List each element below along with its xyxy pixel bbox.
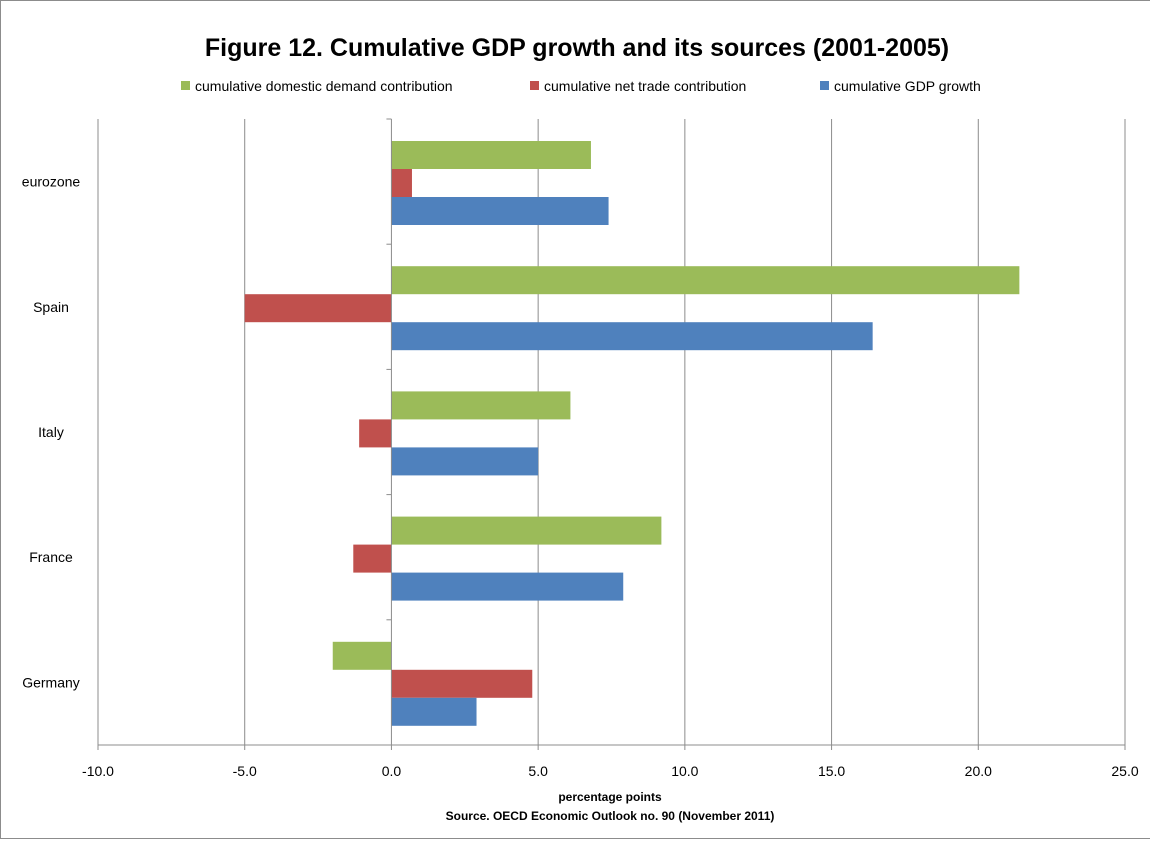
category-label-germany: Germany [22, 674, 80, 690]
bar-spain-series-2 [391, 322, 873, 351]
x-tick-label-3: 5.0 [528, 763, 548, 779]
chart-title: Figure 12. Cumulative GDP growth and its… [205, 34, 949, 62]
bar-italy-series-0 [391, 391, 571, 420]
bar-italy-series-2 [391, 447, 539, 476]
x-tick-label-4: 10.0 [671, 763, 698, 779]
bar-spain-series-1 [244, 294, 392, 323]
bar-eurozone-series-0 [391, 141, 591, 169]
legend-swatch-0 [181, 81, 190, 90]
x-tick-label-5: 15.0 [818, 763, 845, 779]
legend-label-1: cumulative net trade contribution [544, 78, 746, 94]
category-label-spain: Spain [33, 299, 69, 315]
x-tick-label-1: -5.0 [233, 763, 257, 779]
category-label-italy: Italy [38, 424, 64, 440]
x-tick-label-2: 0.0 [382, 763, 402, 779]
tick-labels: -10.0 -5.0 0.0 5.0 10.0 15.0 20.0 25.0 [82, 763, 1139, 779]
legend-swatch-2 [820, 81, 829, 90]
bar-eurozone-series-2 [391, 197, 609, 225]
bar-france-series-0 [391, 516, 662, 545]
x-tick-label-6: 20.0 [965, 763, 992, 779]
x-tick-label-0: -10.0 [82, 763, 114, 779]
axes [97, 118, 1126, 750]
source-note: Source. OECD Economic Outlook no. 90 (No… [446, 809, 775, 823]
legend: cumulative domestic demand contribution c… [181, 78, 981, 94]
category-label-france: France [29, 549, 73, 565]
category-label-eurozone: eurozone [22, 174, 81, 190]
legend-label-0: cumulative domestic demand contribution [195, 78, 453, 94]
bar-italy-series-1 [359, 419, 392, 448]
bar-germany-series-2 [391, 697, 477, 726]
bar-france-series-2 [391, 572, 624, 601]
x-axis-title: percentage points [558, 790, 662, 804]
bar-germany-series-0 [332, 641, 392, 670]
bar-germany-series-1 [391, 669, 533, 698]
bar-spain-series-0 [391, 266, 1020, 295]
x-tick-label-7: 25.0 [1111, 763, 1138, 779]
bar-france-series-1 [353, 544, 392, 573]
legend-label-2: cumulative GDP growth [834, 78, 981, 94]
bar-eurozone-series-1 [391, 169, 412, 197]
legend-swatch-1 [530, 81, 539, 90]
category-labels: eurozone Spain Italy France Germany [22, 174, 81, 691]
gridlines [97, 119, 1126, 745]
bars [244, 141, 1020, 726]
